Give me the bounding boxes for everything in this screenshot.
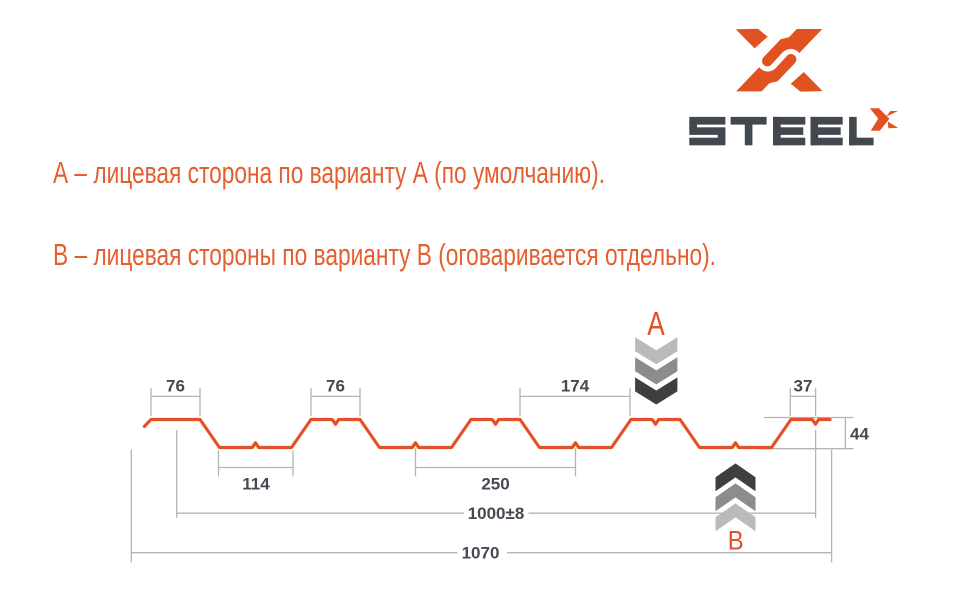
svg-text:A: A — [647, 305, 665, 342]
svg-text:174: 174 — [561, 376, 590, 395]
svg-text:44: 44 — [850, 425, 869, 444]
svg-text:B: B — [728, 525, 744, 555]
svg-text:76: 76 — [326, 376, 345, 395]
svg-text:250: 250 — [481, 475, 509, 494]
svg-text:А – лицевая сторона по вариант: А – лицевая сторона по варианту А (по ум… — [53, 155, 605, 190]
svg-text:В – лицевая стороны по вариант: В – лицевая стороны по варианту В (огова… — [53, 237, 716, 272]
svg-text:1000±8: 1000±8 — [468, 504, 525, 523]
svg-text:37: 37 — [793, 376, 812, 395]
svg-text:1070: 1070 — [462, 544, 500, 563]
svg-text:114: 114 — [242, 475, 270, 494]
svg-text:76: 76 — [166, 376, 185, 395]
